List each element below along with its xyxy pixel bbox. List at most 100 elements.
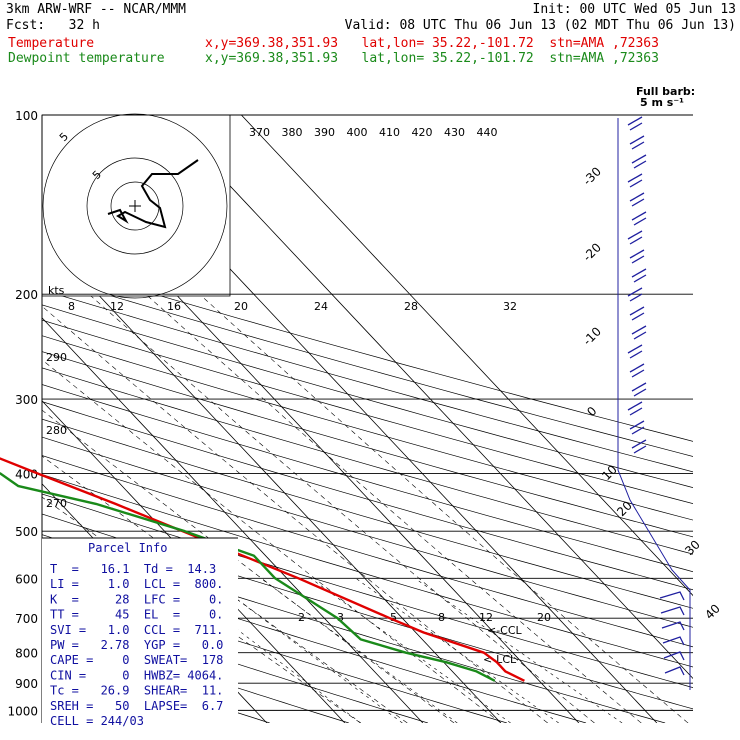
- adiabat-label: 290: [46, 351, 67, 364]
- hodograph-trace: [107, 159, 199, 229]
- wind-barb: [627, 230, 643, 245]
- isotherm-label: 20: [614, 498, 635, 519]
- parcel-info-row: SVI = 1.0 CCL = 711.: [50, 623, 223, 637]
- parcel-info-row: PW = 2.78 YGP = 0.0: [50, 638, 223, 652]
- dewpoint-legend: Dewpoint temperature: [8, 51, 165, 66]
- moist-adiabat: [42, 293, 455, 723]
- parcel-info-row: SREH = 50 LAPSE= 6.7: [50, 699, 223, 713]
- dry-adiabat: [42, 115, 693, 723]
- parcel-info-row: LI = 1.0 LCL = 800.: [50, 577, 223, 591]
- hodograph-ring: [42, 113, 228, 299]
- wind-barb: [629, 363, 645, 378]
- ccl-annotation: <-CCL: [487, 624, 523, 637]
- isotherm-label: 30: [682, 537, 703, 558]
- pressure-label: 700: [15, 612, 38, 626]
- isotherm: [241, 115, 693, 723]
- hodograph-speed-label: 32: [503, 300, 517, 313]
- wind-barb: [629, 192, 645, 207]
- pressure-label: 300: [15, 393, 38, 407]
- wind-barb: [629, 249, 645, 264]
- wind-barb: [627, 344, 643, 359]
- mixing-ratio-label: 12: [479, 611, 493, 624]
- wind-barb: [663, 651, 685, 661]
- wind-barb: [629, 306, 645, 321]
- wind-barb: [627, 287, 643, 302]
- hodograph-speed-label: 8: [68, 300, 75, 313]
- hodograph-speed-label: 20: [234, 300, 248, 313]
- dry-adiabat: [42, 115, 693, 723]
- wind-barb: [660, 606, 685, 616]
- dry-adiabat: [42, 115, 508, 723]
- mixing-ratio-label: 8: [438, 611, 445, 624]
- dry-adiabat: [42, 115, 693, 723]
- sounding-traces: [0, 457, 525, 682]
- dry-adiabat: [42, 115, 693, 723]
- mixing-ratio-line: [209, 578, 403, 723]
- mixing-ratio-line: [260, 578, 458, 723]
- parcel-info-row: CAPE = 0 SWEAT= 178: [50, 653, 223, 667]
- pressure-label: 100: [15, 109, 38, 123]
- temperature-legend: Temperature: [8, 36, 95, 51]
- pressure-label: 1000: [7, 704, 38, 718]
- mixing-ratio-line: [310, 578, 511, 723]
- theta-label: 420: [412, 126, 433, 139]
- parcel-info-row: K = 28 LFC = 0.: [50, 592, 223, 606]
- moist-adiabat: [42, 293, 548, 723]
- barb-key-label: Full barb:: [636, 85, 695, 98]
- pressure-label: 200: [15, 288, 38, 302]
- isotherm: [42, 115, 346, 723]
- wind-barb: [631, 211, 647, 226]
- dry-adiabat: [42, 115, 693, 723]
- wind-barb: [631, 382, 647, 397]
- wind-barb: [661, 621, 685, 631]
- dewpoint-trace: [0, 472, 496, 682]
- hodograph-speed-label: 16: [167, 300, 181, 313]
- dry-adiabat: [42, 115, 693, 723]
- forecast-hour: Fcst: 32 h: [6, 18, 100, 33]
- valid-time: Valid: 08 UTC Thu 06 Jun 13 (02 MDT Thu …: [344, 18, 736, 33]
- mixing-ratio-label: 2: [298, 611, 305, 624]
- wind-barb: [629, 420, 645, 435]
- wind-barb: [659, 591, 685, 601]
- wind-barb: [662, 636, 685, 646]
- hodograph-ring: [86, 157, 184, 255]
- mixing-ratio-line: [414, 578, 623, 723]
- lcl-annotation: <-LCL: [483, 653, 517, 666]
- theta-label: 400: [347, 126, 368, 139]
- isotherm-label: -10: [580, 324, 604, 348]
- theta-label: 380: [282, 126, 303, 139]
- temperature-trace: [0, 457, 525, 682]
- mixing-ratio-line: [355, 578, 559, 723]
- wind-barb: [631, 439, 647, 454]
- dry-adiabat: [42, 115, 693, 723]
- pressure-label: 500: [15, 525, 38, 539]
- dry-adiabat: [42, 115, 693, 723]
- parcel-info-title: Parcel Info: [88, 541, 167, 555]
- wind-barb: [664, 666, 685, 676]
- parcel-info-row: TT = 45 EL = 0.: [50, 608, 223, 622]
- pressure-label: 800: [15, 647, 38, 661]
- dry-adiabat: [42, 115, 693, 723]
- moist-adiabat: [88, 293, 595, 723]
- hodograph-units: kts: [48, 284, 65, 297]
- mixing-ratio-label: 3: [337, 611, 344, 624]
- wind-barb: [627, 116, 643, 131]
- parcel-info-box: Parcel Info T = 16.1 Td = 14.3LI = 1.0 LC…: [42, 537, 238, 728]
- wind-barb: [631, 154, 647, 169]
- isotherm-label: -20: [580, 240, 604, 264]
- model-title: 3km ARW-WRF -- NCAR/MMM: [6, 2, 187, 17]
- dry-adiabat: [42, 115, 429, 723]
- isotherm-label: 10: [599, 462, 620, 483]
- wind-barb: [627, 401, 643, 416]
- isotherm-label: 40: [702, 601, 723, 622]
- theta-label: 430: [444, 126, 465, 139]
- wind-barb: [631, 268, 647, 283]
- isotherm: [42, 115, 502, 723]
- adiabat-label: 270: [46, 497, 67, 510]
- dry-adiabat: [42, 115, 693, 723]
- init-time: Init: 00 UTC Wed 05 Jun 13: [532, 2, 737, 17]
- wind-staff: [617, 118, 691, 690]
- parcel-info-row: CIN = 0 HWBZ= 4064.: [50, 668, 223, 682]
- mixing-ratio-label: 5: [390, 611, 397, 624]
